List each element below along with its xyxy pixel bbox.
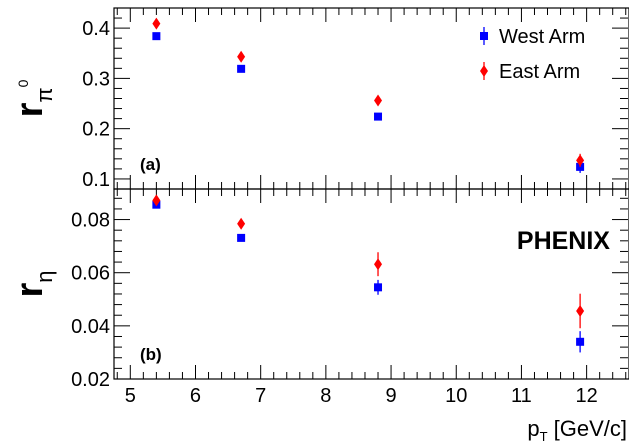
- panel-a: 0.1 0.2 0.3 0.4 rπ0 (a): [9, 7, 629, 191]
- y-axis-title-main: r: [9, 102, 51, 117]
- data-point-west: [237, 233, 246, 242]
- experiment-label: PHENIX: [517, 227, 610, 255]
- y-tick-label: 0.02: [71, 369, 110, 391]
- legend-marker-east: [480, 65, 488, 77]
- data-point-west: [374, 112, 383, 121]
- data-point-east: [374, 94, 383, 107]
- data-point-east: [237, 50, 246, 63]
- x-axis-title-main: p: [527, 416, 539, 441]
- legend-marker-west: [480, 32, 488, 40]
- y-axis-title-main: r: [9, 283, 51, 298]
- x-tick-label: 11: [511, 385, 532, 407]
- panel-tag: (b): [140, 345, 162, 364]
- x-tick-label: 8: [320, 385, 331, 407]
- x-tick-label: 5: [125, 385, 136, 407]
- y-axis-title-sup: 0: [15, 79, 31, 87]
- panel-b: 0.02 0.04 0.06 0.08 rη (b): [9, 188, 629, 391]
- x-tick-label: 9: [385, 385, 396, 407]
- y-tick-label: 0.3: [82, 68, 110, 90]
- y-tick-label: 0.08: [71, 210, 110, 232]
- x-axis-title-unit: [GeV/c]: [548, 416, 627, 441]
- data-point-east: [576, 304, 585, 317]
- y-tick-label: 0.2: [82, 119, 110, 141]
- data-point-east: [374, 258, 383, 271]
- x-axis-title-sub: T: [540, 429, 548, 444]
- y-axis-title: rη: [9, 270, 57, 297]
- x-tick-label: 7: [255, 385, 266, 407]
- y-axis-title: rπ0: [9, 79, 57, 117]
- y-tick-label: 0.4: [82, 18, 110, 40]
- data-point-east: [152, 17, 161, 30]
- y-tick-label: 0.04: [71, 316, 110, 338]
- data-point-east: [237, 217, 246, 230]
- panel-frame: [113, 188, 629, 380]
- legend: West Arm East Arm: [480, 26, 585, 83]
- data-point-west: [152, 32, 161, 41]
- x-tick-label: 12: [576, 385, 598, 407]
- data-point-east: [152, 194, 161, 207]
- data-point-west: [576, 337, 585, 346]
- y-tick-label: 0.1: [82, 169, 110, 191]
- data-point-west: [237, 64, 246, 73]
- legend-label: East Arm: [499, 61, 580, 83]
- y-axis-title-sub: η: [32, 270, 57, 282]
- y-tick-label: 0.06: [71, 263, 110, 285]
- data-point-west: [374, 283, 383, 292]
- y-axis-title-sub: π: [32, 87, 57, 102]
- legend-label: West Arm: [499, 26, 585, 48]
- x-tick-label: 6: [190, 385, 201, 407]
- x-tick-label: 10: [445, 385, 467, 407]
- data-point-east: [576, 154, 585, 167]
- x-axis-title: pT [GeV/c]: [527, 416, 627, 444]
- panel-tag: (a): [140, 155, 161, 174]
